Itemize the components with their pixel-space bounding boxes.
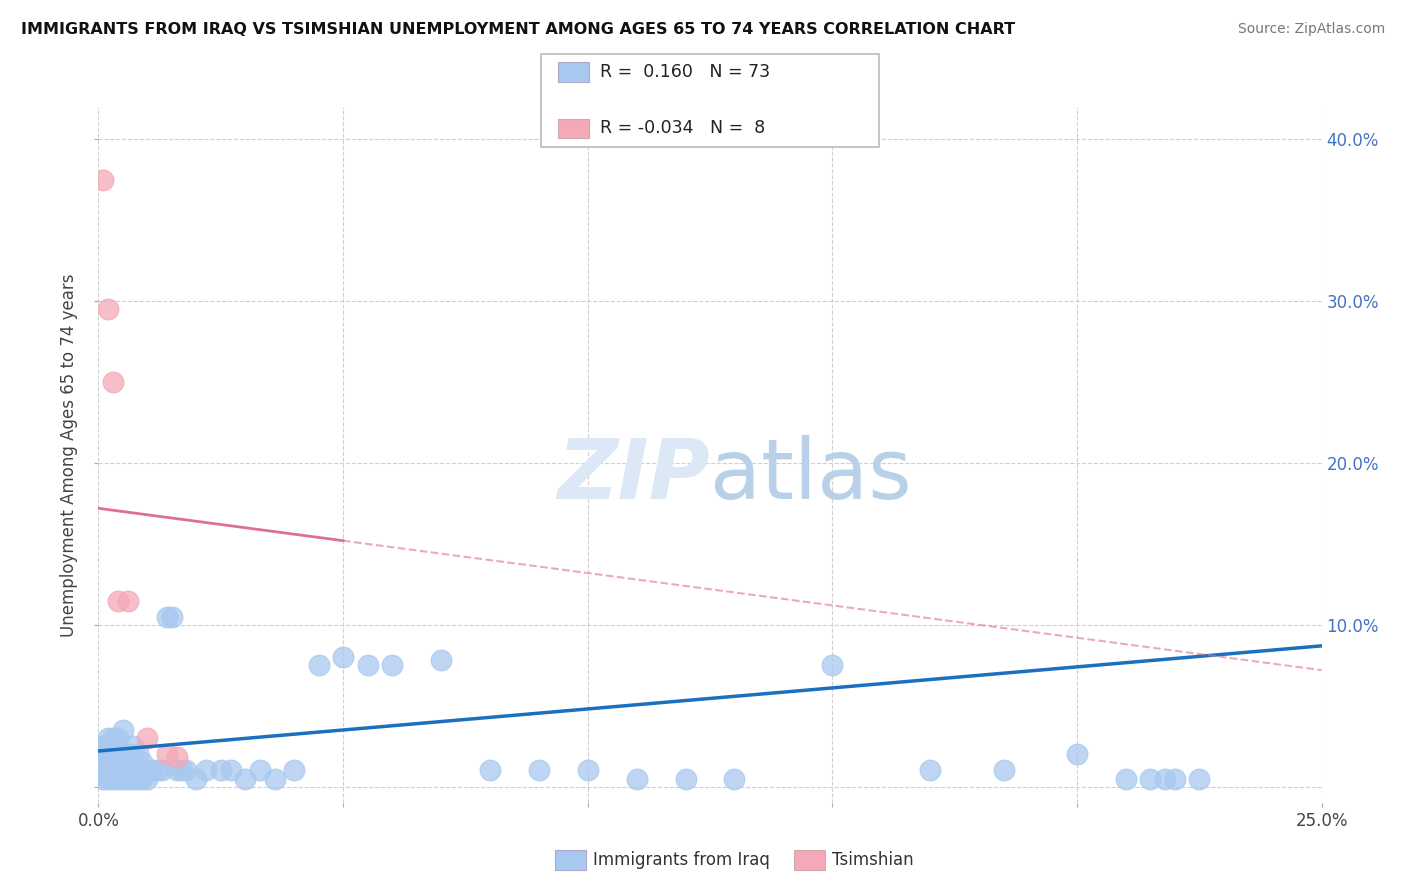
Point bbox=[111, 723, 134, 737]
Point bbox=[91, 173, 114, 187]
Point bbox=[107, 731, 129, 745]
Text: Source: ZipAtlas.com: Source: ZipAtlas.com bbox=[1237, 22, 1385, 37]
Point bbox=[117, 764, 139, 778]
Point bbox=[1188, 772, 1211, 786]
Point bbox=[1154, 772, 1177, 786]
Point bbox=[332, 650, 354, 665]
Point bbox=[1066, 747, 1088, 762]
Point bbox=[91, 764, 114, 778]
Point bbox=[1139, 772, 1161, 786]
Point bbox=[160, 609, 183, 624]
Point bbox=[97, 302, 120, 317]
Point bbox=[101, 375, 124, 389]
Point bbox=[91, 756, 114, 770]
Point bbox=[219, 764, 242, 778]
Point bbox=[821, 658, 844, 673]
Point bbox=[136, 772, 159, 786]
Point bbox=[1115, 772, 1137, 786]
Text: ZIP: ZIP bbox=[557, 435, 710, 516]
Point bbox=[166, 750, 188, 764]
Point bbox=[107, 772, 129, 786]
Point bbox=[101, 747, 124, 762]
Point bbox=[195, 764, 218, 778]
Point bbox=[150, 764, 173, 778]
Point bbox=[111, 764, 134, 778]
Point bbox=[156, 609, 179, 624]
Point bbox=[1164, 772, 1187, 786]
Point bbox=[121, 739, 143, 754]
Point bbox=[233, 772, 256, 786]
Point bbox=[91, 747, 114, 762]
Point bbox=[121, 772, 143, 786]
Point bbox=[263, 772, 285, 786]
Point bbox=[127, 772, 149, 786]
Point bbox=[131, 756, 153, 770]
Point bbox=[527, 764, 550, 778]
Point bbox=[111, 747, 134, 762]
Point bbox=[209, 764, 232, 778]
Point bbox=[170, 764, 193, 778]
Point bbox=[156, 747, 179, 762]
Point bbox=[131, 772, 153, 786]
Point bbox=[97, 772, 120, 786]
Point bbox=[920, 764, 942, 778]
Point bbox=[107, 747, 129, 762]
Point bbox=[723, 772, 745, 786]
Point bbox=[111, 772, 134, 786]
Text: Tsimshian: Tsimshian bbox=[832, 851, 914, 869]
Point bbox=[107, 593, 129, 607]
Point bbox=[626, 772, 648, 786]
Point bbox=[186, 772, 208, 786]
Point bbox=[478, 764, 501, 778]
Point bbox=[283, 764, 305, 778]
Point bbox=[430, 653, 453, 667]
Point bbox=[91, 772, 114, 786]
Point bbox=[97, 731, 120, 745]
Point bbox=[97, 747, 120, 762]
Point bbox=[176, 764, 198, 778]
Point bbox=[127, 764, 149, 778]
Point bbox=[127, 747, 149, 762]
Point bbox=[107, 764, 129, 778]
Point bbox=[101, 764, 124, 778]
Point bbox=[121, 756, 143, 770]
Point bbox=[97, 764, 120, 778]
Point bbox=[97, 739, 120, 754]
Point bbox=[166, 764, 188, 778]
Point bbox=[675, 772, 697, 786]
Point bbox=[101, 739, 124, 754]
Point bbox=[308, 658, 330, 673]
Point bbox=[146, 764, 169, 778]
Point bbox=[117, 747, 139, 762]
Text: atlas: atlas bbox=[710, 435, 911, 516]
Point bbox=[101, 772, 124, 786]
Point bbox=[91, 739, 114, 754]
Point bbox=[136, 764, 159, 778]
Point bbox=[249, 764, 271, 778]
Point bbox=[101, 731, 124, 745]
Point bbox=[117, 593, 139, 607]
Y-axis label: Unemployment Among Ages 65 to 74 years: Unemployment Among Ages 65 to 74 years bbox=[60, 273, 79, 637]
Point bbox=[117, 772, 139, 786]
Text: Immigrants from Iraq: Immigrants from Iraq bbox=[593, 851, 770, 869]
Point bbox=[993, 764, 1015, 778]
Point bbox=[136, 731, 159, 745]
Point bbox=[97, 756, 120, 770]
Text: R =  0.160   N = 73: R = 0.160 N = 73 bbox=[600, 63, 770, 81]
Point bbox=[576, 764, 599, 778]
Text: IMMIGRANTS FROM IRAQ VS TSIMSHIAN UNEMPLOYMENT AMONG AGES 65 TO 74 YEARS CORRELA: IMMIGRANTS FROM IRAQ VS TSIMSHIAN UNEMPL… bbox=[21, 22, 1015, 37]
Point bbox=[381, 658, 404, 673]
Point bbox=[141, 764, 163, 778]
Point bbox=[356, 658, 378, 673]
Text: R = -0.034   N =  8: R = -0.034 N = 8 bbox=[600, 120, 766, 137]
